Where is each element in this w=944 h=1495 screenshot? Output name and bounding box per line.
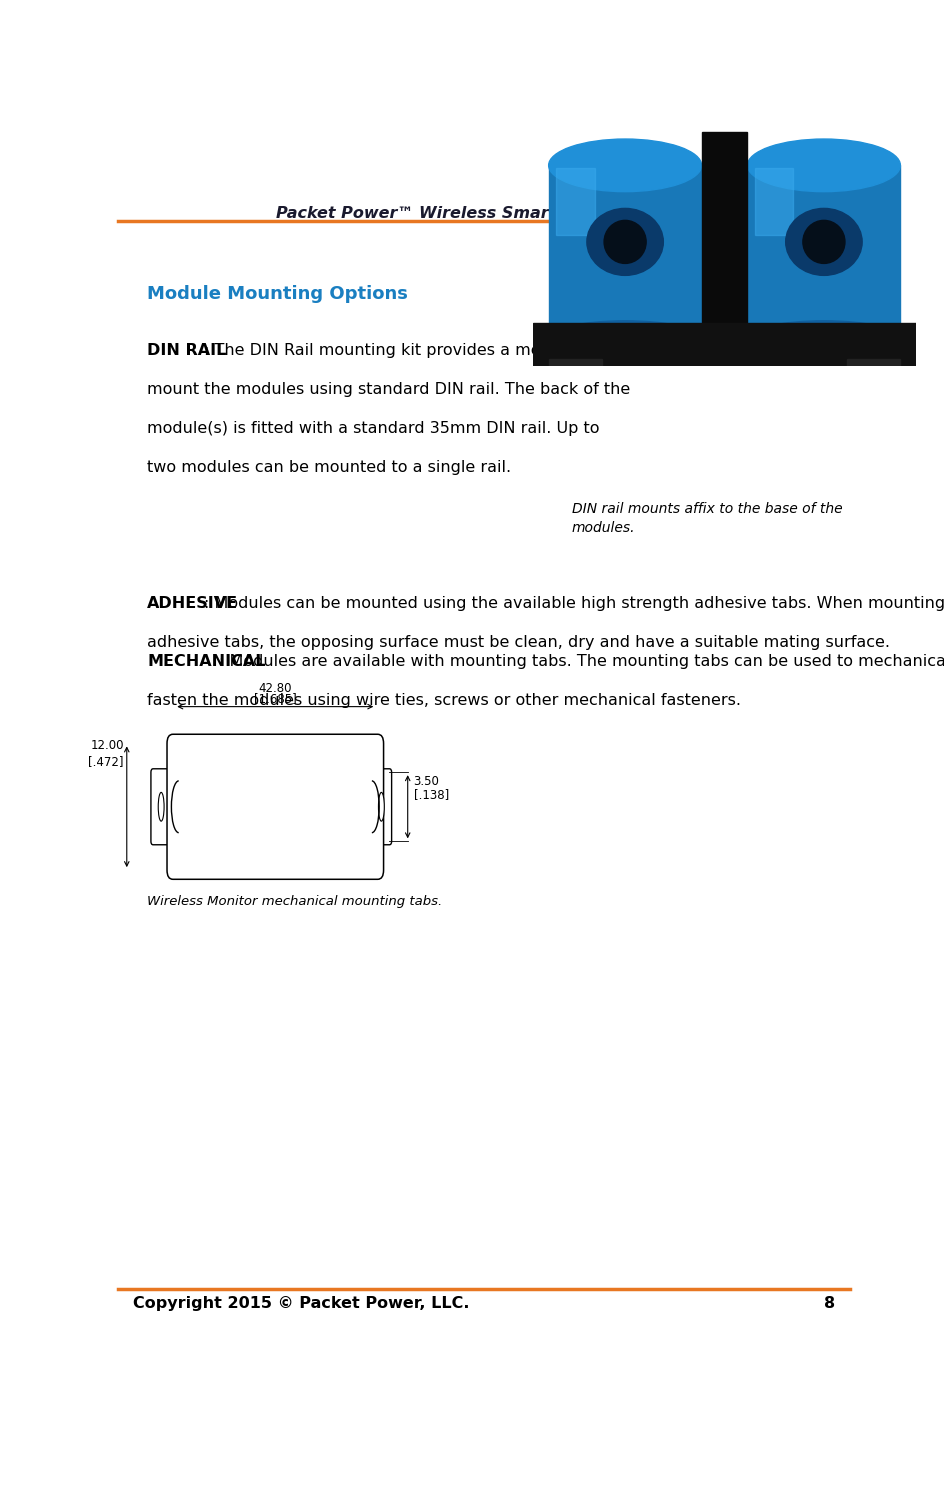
- Text: fasten the modules using wire ties, screws or other mechanical fasteners.: fasten the modules using wire ties, scre…: [147, 692, 741, 707]
- Ellipse shape: [548, 139, 701, 191]
- Bar: [847, 359, 901, 381]
- Ellipse shape: [785, 208, 862, 275]
- Text: ADHESIVE: ADHESIVE: [147, 597, 239, 611]
- Text: mount the modules using standard DIN rail. The back of the: mount the modules using standard DIN rai…: [147, 383, 631, 398]
- Ellipse shape: [587, 208, 664, 275]
- Bar: [755, 167, 793, 235]
- FancyBboxPatch shape: [151, 768, 172, 845]
- Text: : Modules can be mounted using the available high strength adhesive tabs. When m: : Modules can be mounted using the avail…: [205, 597, 944, 611]
- Bar: [548, 166, 701, 338]
- Bar: [533, 323, 916, 366]
- Ellipse shape: [803, 220, 845, 263]
- Text: Packet Power™ Wireless Smart DC Monitoring System Manual: Packet Power™ Wireless Smart DC Monitori…: [277, 206, 834, 221]
- Text: adhesive tabs, the opposing surface must be clean, dry and have a suitable matin: adhesive tabs, the opposing surface must…: [147, 635, 890, 650]
- Text: : The DIN Rail mounting kit provides a means to: : The DIN Rail mounting kit provides a m…: [205, 342, 591, 357]
- Text: two modules can be mounted to a single rail.: two modules can be mounted to a single r…: [147, 460, 512, 475]
- Text: Copyright 2015 © Packet Power, LLC.: Copyright 2015 © Packet Power, LLC.: [132, 1296, 469, 1311]
- Ellipse shape: [604, 220, 646, 263]
- Text: [.138]: [.138]: [413, 788, 448, 801]
- Ellipse shape: [159, 792, 164, 821]
- Text: 42.80: 42.80: [259, 682, 292, 695]
- Text: [.472]: [.472]: [89, 755, 124, 768]
- Text: DIN rail mounts affix to the base of the
modules.: DIN rail mounts affix to the base of the…: [571, 502, 842, 535]
- Bar: [748, 166, 901, 338]
- Ellipse shape: [548, 321, 701, 354]
- Text: 8: 8: [824, 1296, 834, 1311]
- Text: MECHANICAL: MECHANICAL: [147, 653, 266, 668]
- Text: module(s) is fitted with a standard 35mm DIN rail. Up to: module(s) is fitted with a standard 35mm…: [147, 422, 599, 437]
- Text: DIN RAIL: DIN RAIL: [147, 342, 227, 357]
- Ellipse shape: [379, 792, 384, 821]
- FancyBboxPatch shape: [167, 734, 383, 879]
- Ellipse shape: [748, 321, 901, 354]
- Text: Module Mounting Options: Module Mounting Options: [147, 286, 408, 303]
- Bar: [556, 167, 595, 235]
- Text: 12.00: 12.00: [91, 739, 124, 752]
- FancyBboxPatch shape: [371, 768, 392, 845]
- Text: Wireless Monitor mechanical mounting tabs.: Wireless Monitor mechanical mounting tab…: [147, 896, 443, 909]
- Text: : Modules are available with mounting tabs. The mounting tabs can be used to mec: : Modules are available with mounting ta…: [219, 653, 944, 668]
- Text: [1.685]: [1.685]: [254, 692, 296, 706]
- Ellipse shape: [748, 139, 901, 191]
- Bar: [548, 359, 602, 381]
- Text: 3.50: 3.50: [413, 774, 440, 788]
- Bar: [701, 132, 748, 342]
